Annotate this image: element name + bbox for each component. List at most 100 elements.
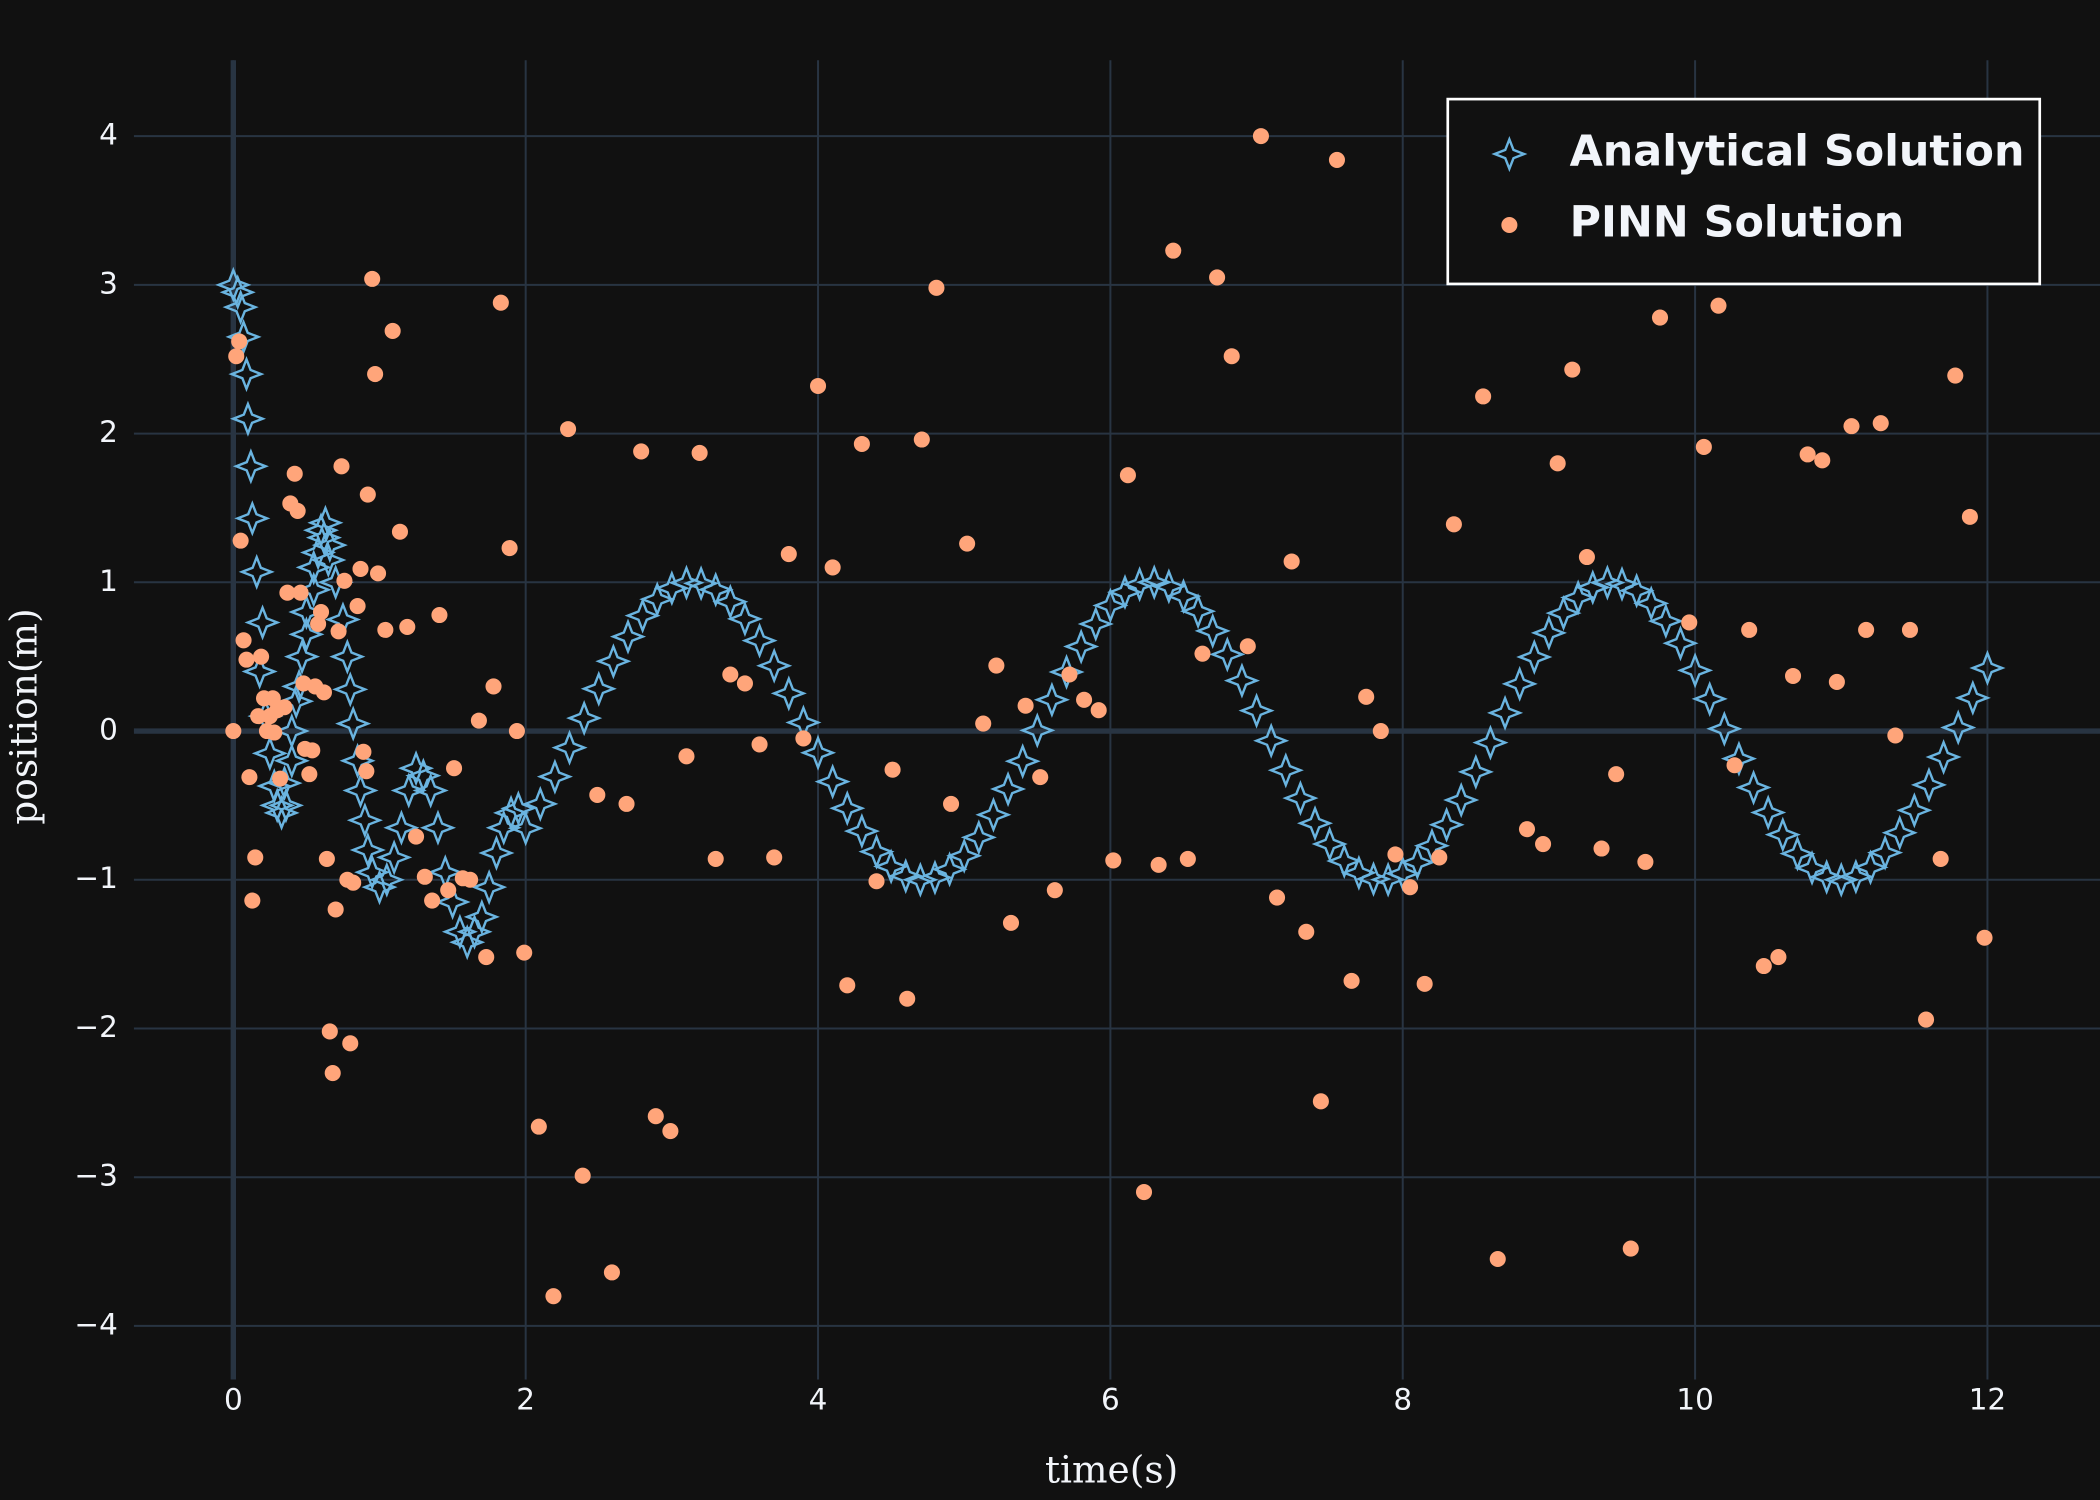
scatter-point [311, 527, 348, 564]
scatter-point [1106, 574, 1144, 611]
scatter-point [913, 431, 930, 448]
x-tick-label: 10 [1676, 1382, 1713, 1416]
scatter-point [304, 742, 321, 759]
scatter-point [589, 786, 606, 804]
scatter-point [1340, 854, 1377, 891]
scatter-point [1017, 697, 1034, 714]
scatter-point [408, 828, 425, 845]
scatter-point [1076, 691, 1093, 708]
scatter-point [609, 618, 647, 655]
scatter-point [633, 443, 650, 460]
scatter-point [478, 834, 515, 872]
scatter-point [516, 944, 533, 961]
scatter-point [1545, 595, 1582, 632]
scatter-point [286, 465, 303, 482]
scatter-point [1961, 508, 1978, 525]
scatter-point [639, 581, 676, 618]
scatter-point [1947, 367, 1964, 384]
scatter-point [1530, 614, 1567, 651]
scatter-point [354, 854, 391, 891]
scatter-point [1443, 781, 1480, 819]
scatter-point [1593, 840, 1610, 857]
scatter-point [1726, 757, 1743, 774]
scatter-point [887, 857, 924, 895]
scatter-point [312, 604, 330, 621]
x-tick-label: 0 [224, 1382, 243, 1416]
scatter-point [545, 1288, 562, 1305]
scatter-point [1282, 780, 1319, 817]
scatter-point [1179, 850, 1196, 867]
scatter-point [228, 348, 245, 365]
scatter-point [470, 712, 487, 729]
scatter-point [368, 861, 405, 898]
scatter-point [766, 849, 783, 866]
scatter-point [1764, 816, 1801, 853]
scatter-point [1518, 821, 1536, 838]
scatter-point [1326, 842, 1363, 880]
scatter-point [449, 924, 486, 961]
scatter-point [462, 871, 479, 888]
scatter-point [390, 772, 427, 809]
scatter-point [1867, 834, 1904, 871]
scatter-point [1431, 849, 1448, 866]
scatter-point [566, 700, 603, 737]
scatter-point [741, 622, 778, 659]
scatter-point [478, 949, 495, 966]
scatter-point [595, 643, 632, 680]
scatter-point [446, 760, 463, 777]
scatter-point [603, 1264, 620, 1281]
y-tick-label: −4 [74, 1307, 117, 1341]
scatter-point [1090, 702, 1107, 719]
scatter-point [273, 712, 310, 750]
scatter-point [1416, 975, 1433, 992]
scatter-point [1402, 879, 1419, 896]
scatter-point [1770, 949, 1787, 966]
scatter-point [943, 795, 960, 812]
scatter-point [250, 708, 267, 725]
scatter-point [1695, 438, 1712, 455]
scatter-point [507, 810, 544, 847]
scatter-point [219, 274, 256, 311]
scatter-point [332, 671, 369, 708]
scatter-point [335, 705, 372, 742]
scatter-point [367, 366, 384, 383]
scatter-point [1858, 621, 1875, 638]
scatter-point [1472, 724, 1509, 761]
scatter-point [241, 769, 258, 786]
x-tick-label: 2 [516, 1382, 535, 1416]
y-tick-label: 3 [99, 266, 118, 300]
scatter-point [272, 770, 289, 787]
scatter-point [376, 839, 413, 876]
scatter-point [251, 735, 288, 772]
scatter-point [228, 356, 265, 393]
scatter-point [1603, 565, 1641, 602]
scatter-point [1910, 766, 1948, 803]
scatter-point [990, 770, 1027, 808]
scatter-point [358, 763, 375, 780]
scatter-point [405, 757, 442, 794]
scatter-point [1516, 638, 1553, 676]
scatter-point [267, 787, 305, 824]
scatter-point [434, 883, 471, 921]
scatter-point [1706, 710, 1743, 747]
legend: Analytical Solution PINN Solution [1446, 97, 2042, 286]
scatter-point [678, 748, 695, 765]
scatter-point [412, 772, 449, 809]
scatter-point [471, 869, 508, 906]
scatter-point [419, 809, 457, 846]
scatter-point [560, 421, 577, 438]
legend-marker [1501, 216, 1518, 234]
scatter-point [751, 736, 768, 753]
x-tick-label: 4 [809, 1382, 828, 1416]
scatter-point [1823, 861, 1860, 898]
scatter-point [1647, 603, 1684, 640]
scatter-point [235, 632, 252, 649]
scatter-point [1253, 722, 1290, 759]
x-axis-title: time(s) [1045, 1448, 1178, 1492]
scatter-point [1633, 585, 1670, 622]
scatter-point [232, 448, 269, 485]
scatter-point [1651, 309, 1669, 326]
scatter-point [1063, 628, 1100, 665]
scatter-point [324, 1065, 341, 1082]
